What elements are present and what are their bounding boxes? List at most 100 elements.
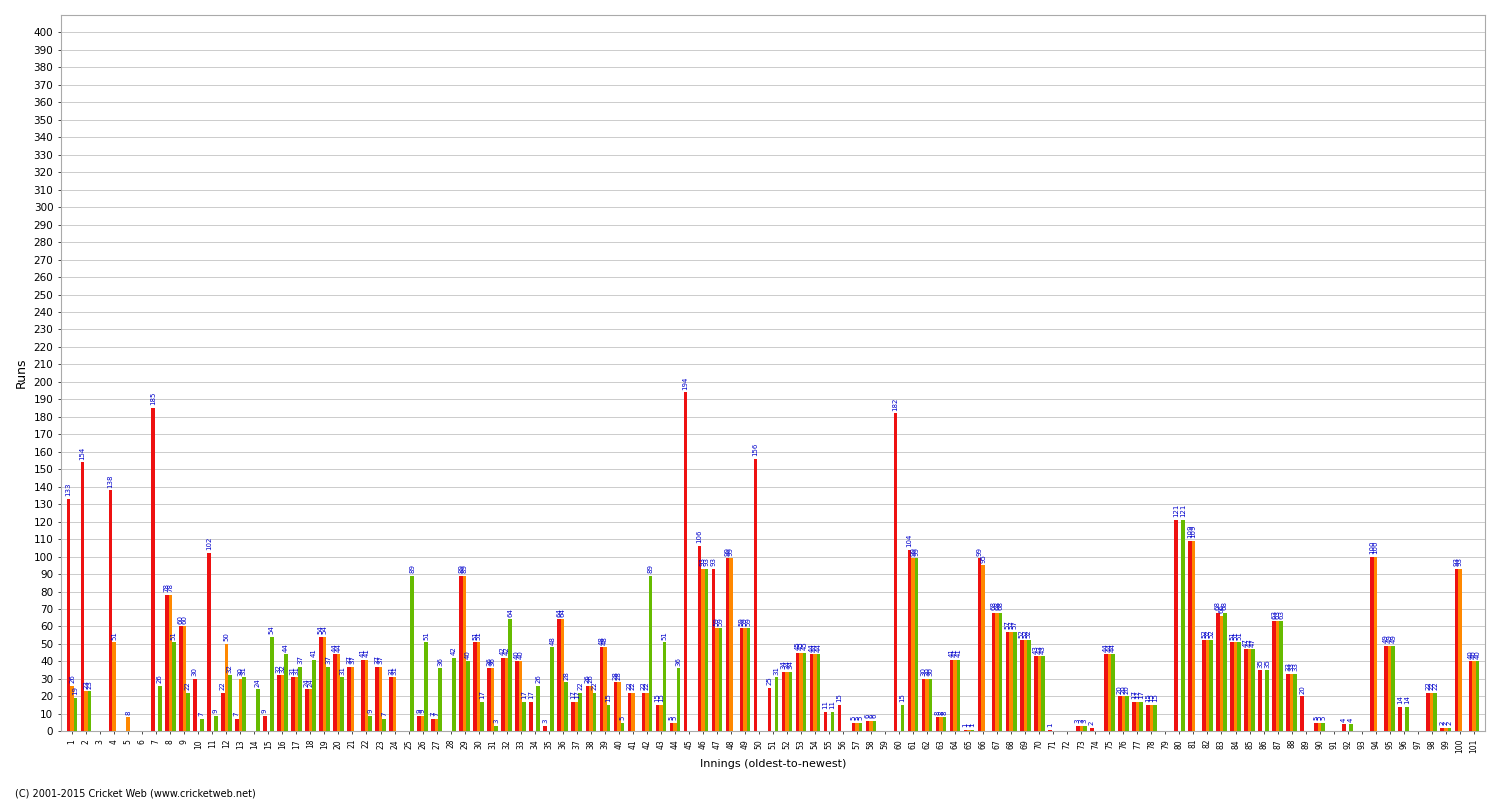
Text: 30: 30 [921, 667, 927, 676]
Text: 63: 63 [1275, 610, 1281, 618]
Text: 26: 26 [536, 674, 542, 683]
Text: 7: 7 [234, 712, 240, 717]
Text: 43: 43 [1034, 645, 1040, 654]
Bar [68, 499, 70, 731]
Bar [753, 458, 758, 731]
Text: 42: 42 [504, 646, 510, 655]
Bar [280, 675, 284, 731]
Bar [1430, 693, 1434, 731]
Bar [789, 672, 792, 731]
Bar [700, 569, 705, 731]
Text: 17: 17 [570, 690, 576, 699]
Text: 2: 2 [1440, 721, 1446, 725]
Bar [1209, 641, 1212, 731]
Text: 59: 59 [742, 617, 748, 626]
Bar [346, 666, 351, 731]
Bar [740, 628, 742, 731]
Bar [716, 628, 718, 731]
Bar [228, 675, 231, 731]
Text: 37: 37 [346, 655, 352, 664]
Bar [194, 679, 196, 731]
Text: 52: 52 [1026, 629, 1032, 638]
Text: 93: 93 [1454, 558, 1460, 566]
Text: 35: 35 [1257, 658, 1263, 667]
Bar [1448, 728, 1450, 731]
Bar [1287, 674, 1290, 731]
Text: 93: 93 [704, 558, 710, 566]
Text: 99: 99 [728, 546, 734, 556]
Text: 51: 51 [472, 630, 478, 639]
Bar [183, 626, 186, 731]
Text: 11: 11 [830, 701, 836, 710]
Text: 41: 41 [952, 648, 958, 657]
Text: 41: 41 [363, 648, 369, 657]
Text: 2: 2 [1089, 721, 1095, 725]
Bar [1406, 707, 1408, 731]
Text: 64: 64 [556, 608, 562, 617]
Bar [390, 677, 393, 731]
Text: 22: 22 [591, 682, 597, 690]
Text: 194: 194 [682, 376, 688, 390]
Bar [435, 719, 438, 731]
Text: 43: 43 [1036, 645, 1042, 654]
Bar [186, 693, 189, 731]
Text: 45: 45 [798, 642, 804, 650]
Bar [480, 702, 484, 731]
Bar [1266, 670, 1269, 731]
Text: 26: 26 [588, 674, 594, 683]
Text: 93: 93 [711, 558, 717, 566]
Bar [1038, 656, 1041, 731]
Bar [522, 702, 526, 731]
Text: 109: 109 [1186, 525, 1192, 538]
Bar [1107, 654, 1112, 731]
Text: 48: 48 [602, 636, 608, 645]
Bar [782, 672, 784, 731]
Text: 8: 8 [934, 710, 940, 714]
Text: 32: 32 [226, 664, 232, 673]
Bar [262, 715, 267, 731]
Bar [1188, 541, 1191, 731]
Text: 20: 20 [1120, 685, 1126, 694]
Text: 49: 49 [1390, 634, 1396, 643]
Bar [220, 693, 225, 731]
Text: 133: 133 [66, 483, 72, 496]
Text: 9: 9 [368, 709, 374, 713]
Bar [519, 662, 522, 731]
Bar [380, 666, 382, 731]
Text: 43: 43 [1040, 645, 1046, 654]
Text: 26: 26 [158, 674, 164, 683]
Text: 59: 59 [738, 617, 744, 626]
Text: 26: 26 [69, 674, 75, 683]
Text: 1: 1 [1047, 722, 1053, 727]
Text: 99: 99 [724, 546, 730, 556]
Text: 15: 15 [1152, 694, 1158, 702]
Bar [225, 644, 228, 731]
Bar [278, 675, 280, 731]
Bar [999, 613, 1002, 731]
Bar [112, 642, 116, 731]
Text: 30: 30 [927, 667, 933, 676]
Bar [579, 693, 582, 731]
Text: 28: 28 [616, 671, 622, 680]
Text: 37: 37 [374, 655, 380, 664]
Bar [1272, 622, 1276, 731]
Text: 33: 33 [1288, 662, 1294, 671]
Text: 20: 20 [1299, 685, 1305, 694]
Bar [711, 569, 716, 731]
Text: 78: 78 [164, 583, 170, 593]
Bar [298, 666, 302, 731]
Text: 22: 22 [1428, 682, 1434, 690]
Text: 54: 54 [268, 626, 274, 634]
Bar [351, 666, 354, 731]
Bar [1371, 557, 1374, 731]
Bar [1426, 693, 1430, 731]
Bar [284, 654, 288, 731]
Text: (C) 2001-2015 Cricket Web (www.cricketweb.net): (C) 2001-2015 Cricket Web (www.cricketwe… [15, 788, 255, 798]
Bar [200, 719, 204, 731]
Y-axis label: Runs: Runs [15, 358, 28, 389]
Text: 17: 17 [573, 690, 579, 699]
Bar [912, 558, 915, 731]
Bar [939, 718, 944, 731]
Bar [1206, 641, 1209, 731]
Bar [1191, 541, 1196, 731]
